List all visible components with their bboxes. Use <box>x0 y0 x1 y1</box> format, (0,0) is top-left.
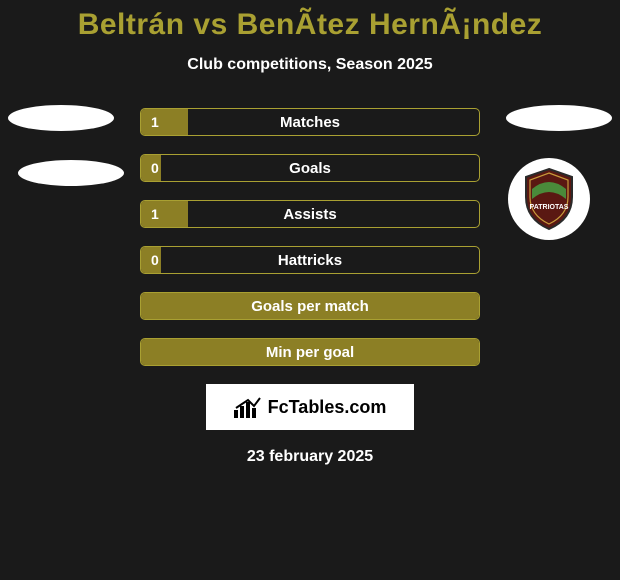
brand-logo[interactable]: FcTables.com <box>206 384 414 430</box>
stat-label: Min per goal <box>266 344 354 361</box>
stat-label: Goals per match <box>251 298 369 315</box>
stat-value: 0 <box>151 252 159 268</box>
stat-value: 1 <box>151 206 159 222</box>
stat-bar: 1 Assists <box>140 200 480 228</box>
date: 23 february 2025 <box>247 448 373 466</box>
stat-bar: 0 Goals <box>140 154 480 182</box>
stat-bar: Min per goal <box>140 338 480 366</box>
shield-icon: PATRIOTAS <box>522 167 576 231</box>
subtitle: Club competitions, Season 2025 <box>187 56 432 74</box>
stats-area: PATRIOTAS 1 Matches 0 Goals 1 Assists 0 Hattric… <box>0 108 620 366</box>
stat-label: Goals <box>289 160 331 177</box>
stat-label: Matches <box>280 114 340 131</box>
stat-value: 1 <box>151 114 159 130</box>
page-title: Beltrán vs BenÃ­tez HernÃ¡ndez <box>78 8 543 42</box>
stat-bar-fill <box>141 201 188 227</box>
player-right-photo-placeholder <box>506 105 612 131</box>
chart-icon <box>234 396 262 418</box>
stat-bar: 0 Hattricks <box>140 246 480 274</box>
player-right-club-badge: PATRIOTAS <box>508 158 590 240</box>
stat-value: 0 <box>151 160 159 176</box>
stat-bar: Goals per match <box>140 292 480 320</box>
stat-label: Hattricks <box>278 252 342 269</box>
player-left-photo-placeholder-2 <box>18 160 124 186</box>
player-left-photo-placeholder-1 <box>8 105 114 131</box>
brand-text: FcTables.com <box>268 397 387 418</box>
badge-text: PATRIOTAS <box>530 204 569 211</box>
root: Beltrán vs BenÃ­tez HernÃ¡ndez Club comp… <box>0 0 620 466</box>
stat-bar-fill <box>141 109 188 135</box>
stat-bar: 1 Matches <box>140 108 480 136</box>
stat-label: Assists <box>283 206 336 223</box>
stat-bars: 1 Matches 0 Goals 1 Assists 0 Hattricks Goals pe… <box>140 108 480 366</box>
